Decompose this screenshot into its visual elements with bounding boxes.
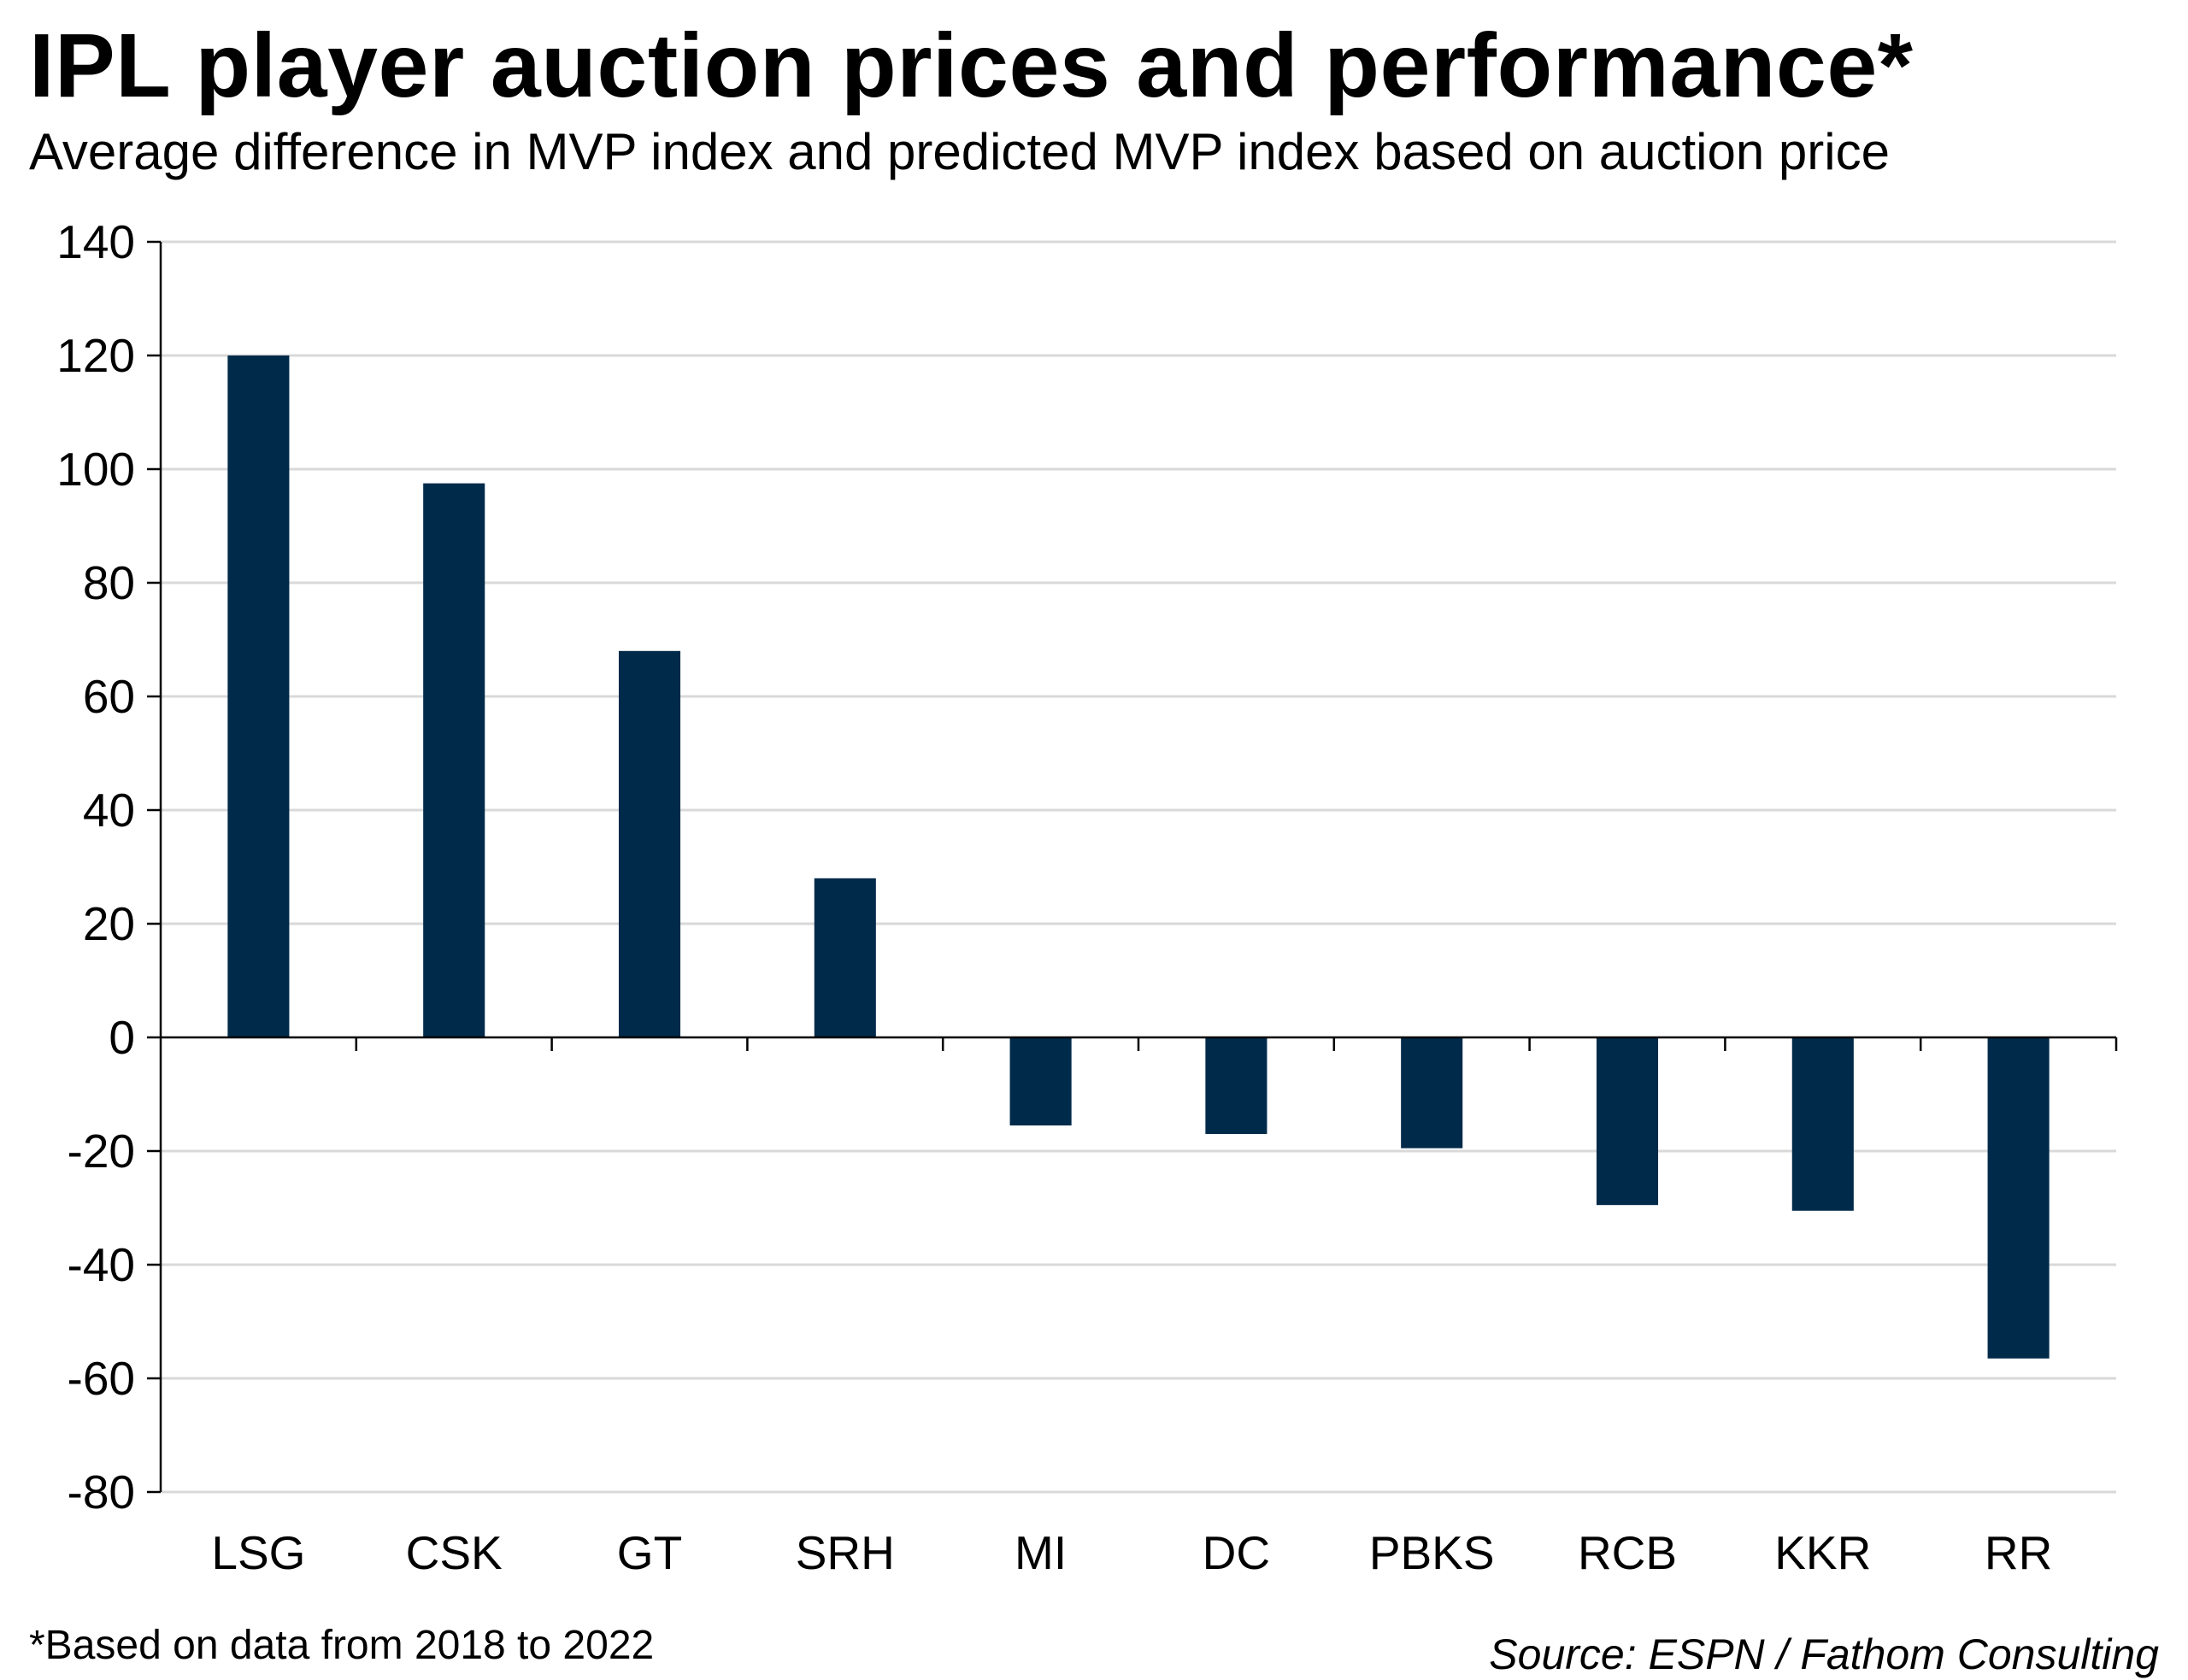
footnote: *Based on data from 2018 to 2022 <box>29 1623 655 1668</box>
axes <box>147 240 2118 1494</box>
bar-srh <box>814 878 876 1037</box>
y-tick-label: 20 <box>83 897 135 950</box>
bar-dc <box>1205 1037 1268 1135</box>
bar-pbks <box>1401 1037 1463 1148</box>
bar-rr <box>1987 1037 2050 1359</box>
x-tick-label-rr: RR <box>1985 1526 2052 1579</box>
bar-mi <box>1009 1037 1072 1126</box>
x-tick-label-lsg: LSG <box>211 1526 305 1579</box>
gridlines <box>161 240 2116 1494</box>
chart-title: IPL player auction prices and performanc… <box>29 15 1914 116</box>
source-credit: Source: ESPN / Fathom Consulting <box>1489 1630 2159 1678</box>
y-tick-label: 60 <box>83 670 135 723</box>
y-tick-label: 0 <box>109 1011 135 1064</box>
y-tick-label: 120 <box>56 329 135 382</box>
x-tick-labels: LSG CSK GT SRH MI DC PBKS RCB KKR RR <box>211 1526 2052 1579</box>
bar-csk <box>423 483 485 1037</box>
bar-lsg <box>227 355 290 1037</box>
x-tick-label-mi: MI <box>1015 1526 1067 1579</box>
x-tick-label-srh: SRH <box>796 1526 895 1579</box>
bars <box>227 355 2050 1359</box>
y-tick-label: 80 <box>83 556 135 609</box>
x-tick-label-dc: DC <box>1203 1526 1270 1579</box>
bar-gt <box>618 650 681 1037</box>
y-tick-label: -20 <box>68 1125 136 1178</box>
y-tick-label: -60 <box>68 1352 136 1405</box>
x-tick-label-kkr: KKR <box>1774 1526 1871 1579</box>
chart-subtitle: Average difference in MVP index and pred… <box>29 123 1890 180</box>
y-tick-label: 100 <box>56 443 135 496</box>
bar-kkr <box>1791 1037 1854 1211</box>
x-tick-label-gt: GT <box>617 1526 682 1579</box>
bar-rcb <box>1596 1037 1659 1206</box>
x-tick-label-rcb: RCB <box>1578 1526 1677 1579</box>
y-tick-label: -40 <box>68 1238 136 1291</box>
y-tick-label: 40 <box>83 784 135 837</box>
y-tick-label: 140 <box>56 215 135 268</box>
y-tick-labels: 140 120 100 80 60 40 20 0 -20 -40 -60 -80 <box>56 215 135 1518</box>
x-tick-label-csk: CSK <box>406 1526 503 1579</box>
y-tick-label: -80 <box>68 1466 136 1518</box>
x-tick-label-pbks: PBKS <box>1369 1526 1495 1579</box>
